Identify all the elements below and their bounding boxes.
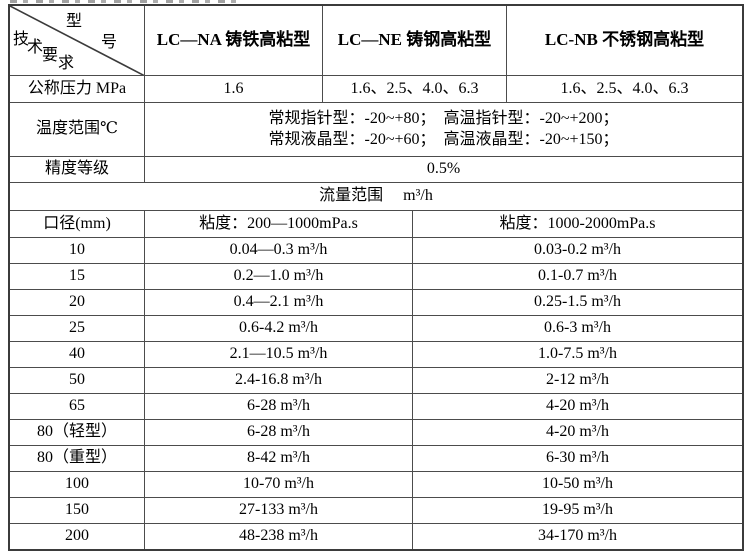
flow-a-cell: 6-28 m³/h (145, 394, 413, 419)
diameter-cell: 10 (10, 238, 145, 263)
flow-a-cell: 2.4-16.8 m³/h (145, 368, 413, 393)
table-row: 50 2.4-16.8 m³/h 2-12 m³/h (10, 368, 742, 394)
pressure-label: 公称压力 MPa (10, 76, 145, 102)
tech-req-char: 技 (13, 31, 30, 48)
flow-a-cell: 10-70 m³/h (145, 472, 413, 497)
flow-b-cell: 4-20 m³/h (545, 397, 609, 415)
diameter-cell: 150 (10, 498, 145, 523)
tech-req-char: 求 (58, 55, 75, 72)
flow-a-cell: 2.1—10.5 m³/h (145, 342, 413, 367)
diameter-header: 口径(mm) (10, 211, 145, 237)
diameter-cell: 65 (10, 394, 145, 419)
column-header-lcnb: LC-NB 不锈钢高粘型 (544, 30, 705, 50)
model-label-char: 型 (66, 13, 83, 30)
flow-b-cell: 1.0-7.5 m³/h (537, 345, 617, 363)
table-row: 15 0.2—1.0 m³/h 0.1-0.7 m³/h (10, 264, 742, 290)
flow-b-cell: 2-12 m³/h (545, 371, 609, 389)
temperature-label: 温度范围℃ (10, 103, 145, 156)
diameter-cell: 50 (10, 368, 145, 393)
flow-a-cell: 8-42 m³/h (145, 446, 413, 471)
flow-b-cell: 6-30 m³/h (545, 449, 609, 467)
tech-req-char: 要 (42, 47, 59, 64)
table-row: 40 2.1—10.5 m³/h 1.0-7.5 m³/h (10, 342, 742, 368)
model-label-char: 号 (101, 34, 118, 51)
viscosity-header-row: 口径(mm) 粘度：200—1000mPa.s 粘度：1000-2000mPa.… (10, 211, 742, 238)
flow-b-cell: 0.1-0.7 m³/h (537, 267, 617, 285)
clipped-text-fragment (10, 0, 242, 3)
temperature-line-pointer: 常规指针型：-20~+80； 高温指针型：-20~+200； (268, 109, 619, 127)
flow-b-cell: 34-170 m³/h (537, 527, 617, 545)
temperature-line-lcd: 常规液晶型：-20~+60； 高温液晶型：-20~+150； (268, 130, 619, 148)
flow-a-cell: 0.04—0.3 m³/h (145, 238, 413, 263)
diameter-cell: 20 (10, 290, 145, 315)
flow-a-cell: 0.6-4.2 m³/h (145, 316, 413, 341)
pressure-value: 1.6、2.5、4.0、6.3 (323, 76, 507, 102)
table-row: 80（重型） 8-42 m³/h 6-30 m³/h (10, 446, 742, 472)
flow-a-cell: 48-238 m³/h (145, 524, 413, 549)
header-row: 型 号 技 术 要 求 LC—NA 铸铁高粘型 LC—NE 铸钢高粘型 LC-N… (10, 6, 742, 76)
temperature-values: 常规指针型：-20~+80； 高温指针型：-20~+200； 常规液晶型：-20… (145, 103, 742, 156)
flow-b-cell: 10-50 m³/h (541, 475, 613, 493)
flow-b-cell: 19-95 m³/h (541, 501, 613, 519)
flow-range-banner: 流量范围 m³/h (319, 187, 433, 205)
diagonal-line (10, 6, 144, 75)
flow-b-cell: 0.6-3 m³/h (543, 319, 611, 337)
diameter-cell: 15 (10, 264, 145, 289)
column-header-lcna: LC—NA 铸铁高粘型 (145, 6, 323, 75)
table-row: 200 48-238 m³/h 34-170 m³/h (10, 524, 742, 549)
table-row: 150 27-133 m³/h 19-95 m³/h (10, 498, 742, 524)
diameter-cell: 100 (10, 472, 145, 497)
flow-b-cell: 4-20 m³/h (545, 423, 609, 441)
flow-a-cell: 0.2—1.0 m³/h (145, 264, 413, 289)
pressure-row: 公称压力 MPa 1.6 1.6、2.5、4.0、6.3 1.6、2.5、4.0… (10, 76, 742, 103)
pressure-value: 1.6 (145, 76, 323, 102)
flow-range-banner-row: 流量范围 m³/h (10, 183, 742, 211)
flow-a-cell: 27-133 m³/h (145, 498, 413, 523)
table-row: 65 6-28 m³/h 4-20 m³/h (10, 394, 742, 420)
flow-a-cell: 6-28 m³/h (145, 420, 413, 445)
diameter-cell: 25 (10, 316, 145, 341)
spec-table: 型 号 技 术 要 求 LC—NA 铸铁高粘型 LC—NE 铸钢高粘型 LC-N… (8, 4, 744, 551)
table-row: 10 0.04—0.3 m³/h 0.03-0.2 m³/h (10, 238, 742, 264)
table-row: 100 10-70 m³/h 10-50 m³/h (10, 472, 742, 498)
column-header-lcne: LC—NE 铸钢高粘型 (323, 6, 507, 75)
table-row: 25 0.6-4.2 m³/h 0.6-3 m³/h (10, 316, 742, 342)
accuracy-row: 精度等级 0.5% (10, 157, 742, 183)
flow-b-cell: 0.03-0.2 m³/h (533, 241, 621, 259)
accuracy-label: 精度等级 (10, 157, 145, 182)
diagonal-header-cell: 型 号 技 术 要 求 (10, 6, 145, 75)
tech-req-char: 术 (27, 39, 44, 56)
temperature-row: 温度范围℃ 常规指针型：-20~+80； 高温指针型：-20~+200； 常规液… (10, 103, 742, 157)
viscosity-b-header: 粘度：1000-2000mPa.s (499, 214, 656, 232)
diameter-cell: 80（轻型） (10, 420, 145, 445)
table-row: 20 0.4—2.1 m³/h 0.25-1.5 m³/h (10, 290, 742, 316)
flow-b-cell: 0.25-1.5 m³/h (533, 293, 621, 311)
viscosity-a-header: 粘度：200—1000mPa.s (145, 211, 413, 237)
diameter-cell: 200 (10, 524, 145, 549)
diameter-cell: 40 (10, 342, 145, 367)
accuracy-value: 0.5% (426, 160, 461, 178)
diameter-cell: 80（重型） (10, 446, 145, 471)
flow-a-cell: 0.4—2.1 m³/h (145, 290, 413, 315)
table-row: 80（轻型） 6-28 m³/h 4-20 m³/h (10, 420, 742, 446)
pressure-value: 1.6、2.5、4.0、6.3 (560, 79, 689, 97)
